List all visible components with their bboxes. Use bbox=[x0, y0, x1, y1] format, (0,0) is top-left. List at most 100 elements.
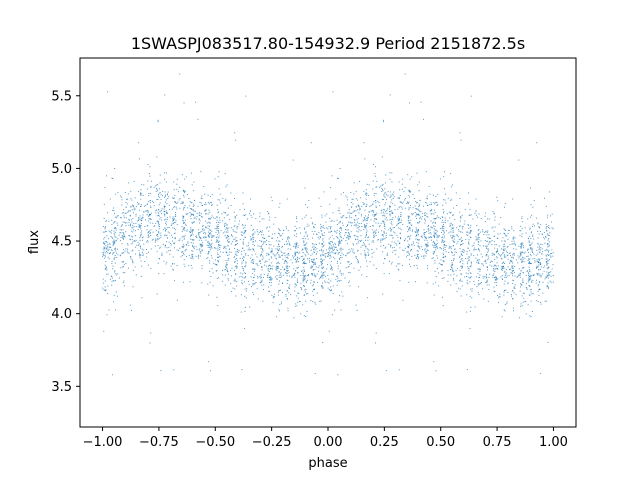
data-point bbox=[211, 235, 213, 237]
data-point bbox=[328, 254, 330, 256]
data-point bbox=[452, 214, 454, 216]
data-point bbox=[189, 238, 191, 240]
data-point bbox=[234, 231, 236, 233]
data-point bbox=[417, 222, 419, 224]
data-point bbox=[386, 194, 388, 196]
data-point bbox=[315, 303, 317, 305]
data-point bbox=[391, 212, 393, 214]
data-point bbox=[271, 262, 273, 264]
data-point bbox=[533, 225, 535, 227]
data-point bbox=[212, 217, 214, 219]
data-point bbox=[167, 237, 169, 239]
data-point bbox=[115, 236, 117, 238]
data-point bbox=[295, 261, 297, 263]
data-point bbox=[190, 208, 192, 210]
data-point bbox=[477, 254, 479, 256]
data-point bbox=[348, 238, 350, 240]
data-point bbox=[366, 234, 367, 236]
data-point bbox=[261, 240, 263, 242]
data-point bbox=[386, 198, 388, 200]
data-point bbox=[157, 215, 159, 217]
data-point bbox=[393, 231, 395, 233]
data-point bbox=[449, 231, 451, 233]
data-point bbox=[398, 219, 400, 221]
data-point bbox=[528, 272, 530, 274]
data-point bbox=[347, 261, 349, 263]
data-point bbox=[416, 172, 418, 174]
data-point bbox=[391, 235, 393, 237]
data-point bbox=[414, 212, 416, 214]
data-point bbox=[160, 254, 162, 256]
data-point bbox=[182, 281, 184, 283]
data-point bbox=[149, 202, 151, 204]
data-point bbox=[341, 274, 343, 276]
data-point bbox=[476, 261, 478, 263]
data-point bbox=[470, 288, 472, 290]
data-point bbox=[426, 195, 428, 197]
data-point bbox=[286, 275, 288, 277]
data-point bbox=[482, 231, 484, 233]
data-point bbox=[442, 217, 444, 219]
data-point bbox=[545, 258, 547, 260]
data-point bbox=[523, 297, 525, 299]
data-point bbox=[116, 215, 118, 217]
data-point bbox=[471, 288, 473, 290]
data-point bbox=[226, 234, 228, 236]
data-point bbox=[363, 244, 365, 246]
data-point bbox=[478, 283, 480, 285]
x-tick-label: −0.50 bbox=[195, 435, 235, 450]
data-point bbox=[332, 244, 334, 246]
data-point bbox=[537, 237, 539, 239]
data-point bbox=[320, 254, 322, 256]
data-point bbox=[503, 309, 505, 311]
data-point bbox=[465, 275, 467, 277]
data-point bbox=[270, 196, 272, 198]
data-point bbox=[223, 245, 225, 247]
data-point bbox=[179, 186, 181, 188]
data-point bbox=[297, 267, 299, 269]
data-point bbox=[441, 237, 443, 239]
data-point bbox=[227, 235, 229, 237]
data-point bbox=[253, 250, 255, 252]
data-point bbox=[150, 186, 152, 188]
data-point bbox=[374, 342, 376, 344]
data-point bbox=[393, 191, 395, 193]
data-point bbox=[532, 258, 534, 260]
data-point bbox=[133, 226, 135, 228]
data-point bbox=[441, 229, 443, 231]
data-point bbox=[381, 187, 383, 189]
data-point bbox=[529, 294, 531, 296]
data-point bbox=[416, 213, 418, 215]
data-point bbox=[512, 257, 514, 259]
data-point bbox=[444, 244, 446, 246]
data-point bbox=[426, 202, 428, 204]
data-point bbox=[433, 251, 435, 253]
data-point bbox=[132, 260, 134, 262]
data-point bbox=[467, 257, 469, 259]
data-point bbox=[131, 259, 133, 261]
data-point bbox=[203, 204, 205, 206]
data-point bbox=[398, 222, 400, 224]
data-point bbox=[153, 205, 155, 207]
data-point bbox=[494, 276, 496, 278]
data-point bbox=[364, 257, 366, 259]
data-point bbox=[234, 261, 236, 263]
data-point bbox=[381, 184, 383, 186]
data-point bbox=[332, 247, 334, 249]
data-point bbox=[121, 199, 123, 201]
data-point bbox=[417, 232, 419, 234]
data-point bbox=[478, 261, 480, 263]
data-point bbox=[316, 248, 318, 250]
data-point bbox=[276, 262, 278, 264]
data-point bbox=[289, 275, 291, 277]
data-point bbox=[366, 220, 368, 222]
data-point bbox=[356, 219, 358, 221]
data-point bbox=[356, 227, 358, 229]
data-point bbox=[164, 227, 166, 229]
data-point bbox=[520, 303, 522, 305]
data-point bbox=[416, 208, 418, 210]
data-point bbox=[537, 290, 539, 292]
data-point bbox=[536, 273, 538, 275]
data-point bbox=[190, 218, 192, 220]
data-point bbox=[505, 269, 507, 271]
